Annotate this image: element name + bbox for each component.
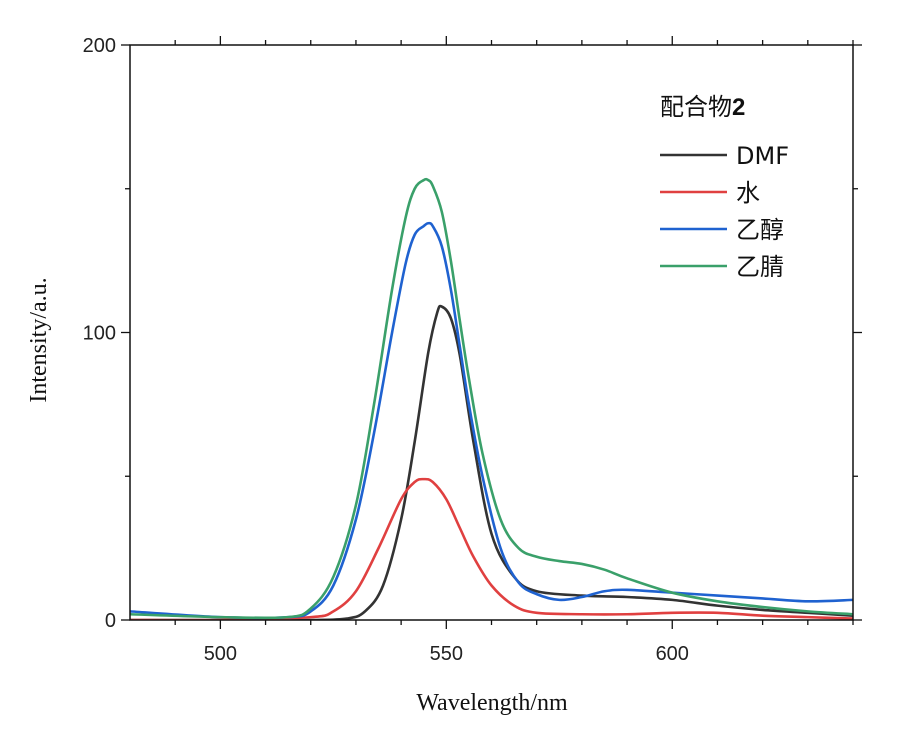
x-tick-label: 600 <box>656 643 689 665</box>
y-tick-label: 200 <box>83 35 116 57</box>
legend-label: 乙醇 <box>736 216 784 244</box>
x-axis-title: Wavelength/nm <box>416 690 568 716</box>
legend-title: 配合物2 <box>660 93 745 121</box>
legend-label: 水 <box>736 179 760 207</box>
legend-title-prefix: 配合物 <box>660 93 732 121</box>
legend-label: 乙腈 <box>736 253 784 281</box>
y-axis-title: Intensity/a.u. <box>26 277 52 402</box>
axes: 500 550 600 0 100 200 <box>83 35 862 665</box>
axis-titles: Wavelength/nm Intensity/a.u. <box>26 277 568 716</box>
series-line-2 <box>130 221 853 620</box>
legend-title-number: 2 <box>732 94 745 121</box>
y-tick-label: 100 <box>83 323 116 345</box>
series-line-1 <box>130 477 853 620</box>
plot-area <box>130 177 853 620</box>
series-line-0 <box>130 304 853 620</box>
legend-label: DMF <box>736 142 789 170</box>
y-tick-label: 0 <box>105 610 116 632</box>
x-tick-label: 550 <box>430 643 463 665</box>
x-tick-label: 500 <box>204 643 237 665</box>
series-line-3 <box>130 177 853 620</box>
